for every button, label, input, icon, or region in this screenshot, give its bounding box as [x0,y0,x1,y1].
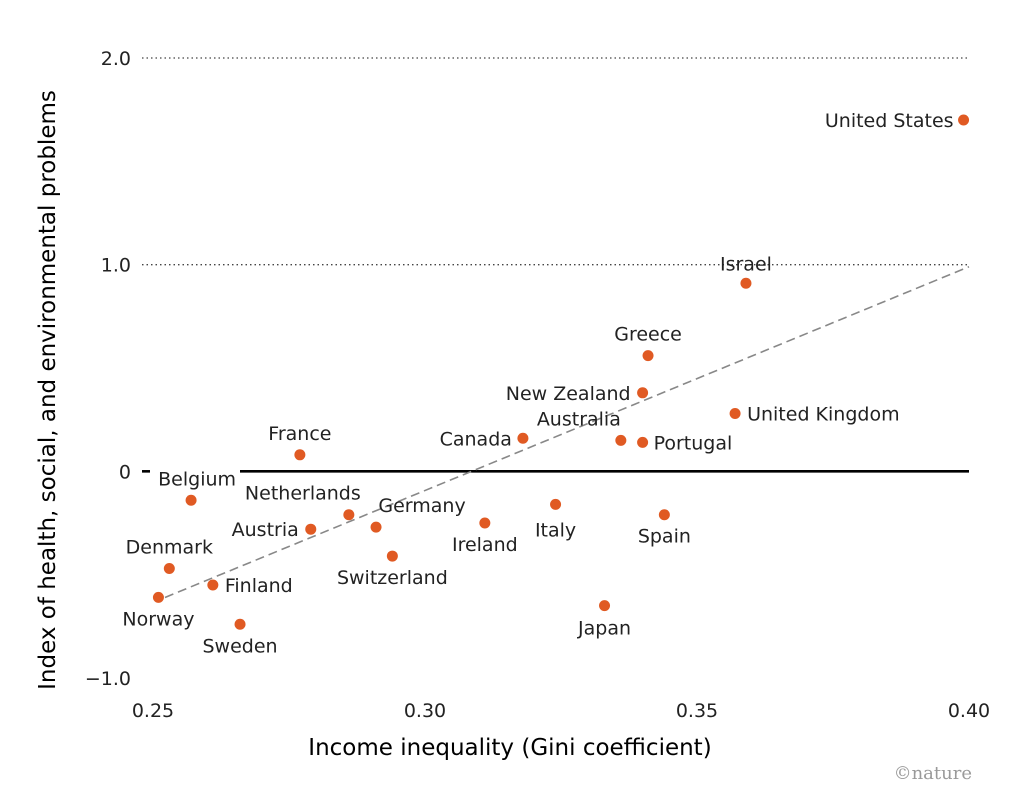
y-axis-ticks: 2.0 1.0 0 −1.0 [85,48,131,690]
point-label: Spain [638,526,691,548]
data-point [550,498,562,510]
data-point [234,618,246,630]
data-point [343,509,355,521]
data-point [207,579,219,591]
y-axis-title: Index of health, social, and environment… [35,90,61,690]
data-point [729,407,741,419]
nature-credit: ©nature [894,763,972,784]
data-point [185,494,197,506]
point-label: New Zealand [506,383,631,405]
data-point [163,562,175,574]
point-label: Finland [225,575,293,597]
point-label: Netherlands [245,483,361,505]
point-label: Canada [440,428,512,450]
point-label: France [268,423,331,445]
data-point [305,523,317,535]
x-axis-ticks: 0.25 0.30 0.35 0.40 [132,700,990,722]
x-tick-label: 0.25 [132,700,174,722]
x-tick-label: 0.40 [948,700,990,722]
data-points [152,114,970,630]
point-label: Denmark [126,536,213,558]
x-tick-label: 0.35 [676,700,718,722]
point-label: Belgium [158,468,236,490]
point-label: Switzerland [337,567,448,589]
y-tick-label: 2.0 [101,48,131,70]
data-point [615,434,627,446]
point-label: Japan [577,618,631,640]
y-tick-label: −1.0 [85,668,131,690]
point-label: Greece [614,324,682,346]
trendline [164,265,970,599]
data-point [637,387,649,399]
point-label: United States [825,110,954,132]
point-label: Australia [537,408,621,430]
grid-lines [142,57,969,266]
data-point [642,350,654,362]
data-point [599,600,611,612]
trendline-group [164,265,970,599]
point-label: Portugal [654,432,733,454]
point-label: Norway [122,608,194,630]
data-point [958,114,970,126]
point-label: Israel [720,253,772,275]
point-label: United Kingdom [747,403,900,425]
point-label: Germany [378,495,465,517]
point-label: Italy [535,519,576,541]
data-point [517,432,529,444]
data-point [386,550,398,562]
y-tick-label: 0 [119,461,131,483]
x-tick-label: 0.30 [404,700,446,722]
x-axis-title: Income inequality (Gini coefficient) [308,735,711,761]
data-point [294,449,306,461]
data-point [152,591,164,603]
point-labels: United States Israel Greece New Zealand Unit… [122,110,953,657]
point-label: Austria [232,519,299,541]
point-label: Sweden [202,635,277,657]
data-point [479,517,491,529]
data-point [637,436,649,448]
data-point [370,521,382,533]
point-label: Ireland [452,534,518,556]
y-tick-label: 1.0 [101,255,131,277]
data-point [740,277,752,289]
data-point [658,509,670,521]
